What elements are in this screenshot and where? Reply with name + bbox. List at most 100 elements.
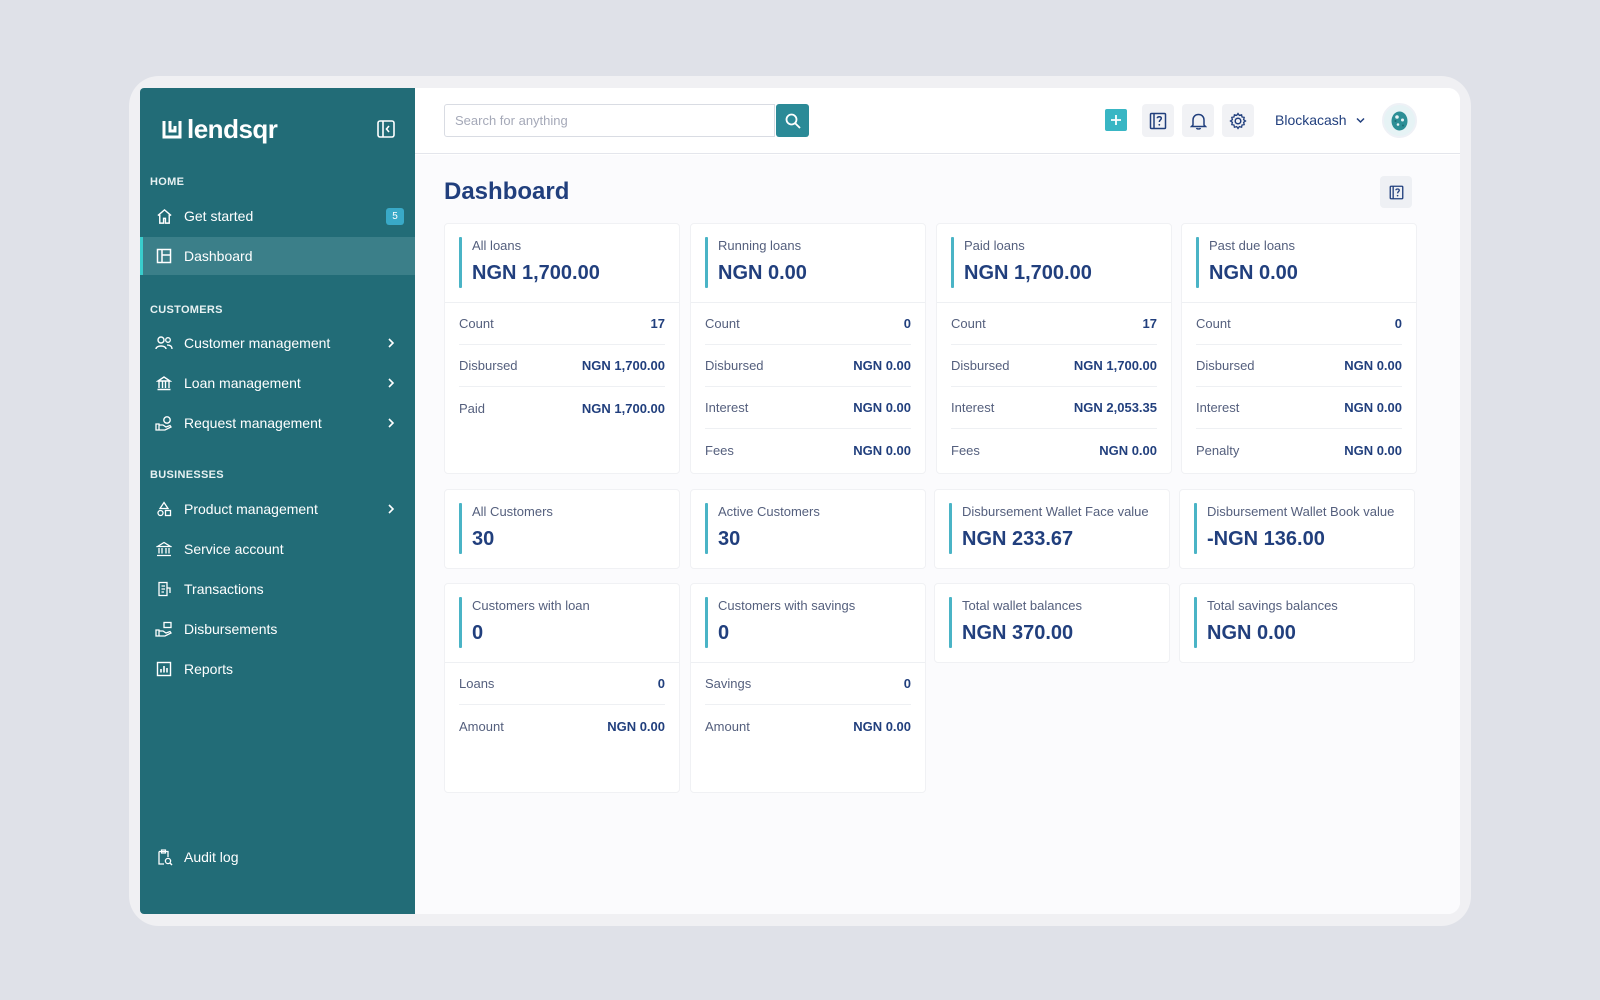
stat-row: Interest NGN 0.00 [1196,387,1402,429]
stat-label: Interest [705,400,749,415]
stat-value: NGN 0.00 [607,718,665,734]
stat-label: Loans [459,676,495,691]
stat-value: 0 [657,676,665,691]
brand-logo[interactable]: lendsqr [161,114,278,145]
sidebar-item-customer-management[interactable]: Customer management [140,324,415,362]
card-label: Running loans [718,238,802,253]
sidebar-item-disbursements[interactable]: Disbursements [140,610,415,648]
stat-label: Disbursed [1196,358,1255,373]
stat-value: NGN 0.00 [853,358,911,373]
stat-row: Loans 0 [459,663,665,705]
settings-button[interactable] [1222,104,1254,137]
sidebar-item-label: Service account [184,541,284,557]
home-icon [155,207,173,225]
collapse-sidebar-icon[interactable] [376,119,396,139]
stat-value: NGN 0.00 [1344,400,1402,415]
main-content: Dashboard All loans NGN 1,700.00 Count 17… [415,155,1460,914]
sidebar-item-label: Request management [184,415,322,431]
card-total-savings-balances: Total savings balances NGN 0.00 [1179,583,1415,663]
search-button[interactable] [776,104,809,137]
page-title: Dashboard [444,178,570,205]
card-label: All Customers [472,504,553,519]
stat-row: Disbursed NGN 1,700.00 [459,345,665,387]
stat-value: NGN 2,053.35 [1073,400,1157,415]
sidebar-item-label: Audit log [184,849,239,865]
card-label: Disbursement Wallet Book value [1207,504,1395,519]
stat-row: Fees NGN 0.00 [705,429,911,471]
audit-icon [155,848,173,866]
card-value: NGN 0.00 [1207,622,1296,644]
stat-value: 17 [650,316,665,331]
dashboard-icon [155,247,173,265]
stat-row: Savings 0 [705,663,911,705]
stat-value: 0 [1394,316,1402,331]
brand-name: lendsqr [187,114,278,144]
search-input[interactable] [444,104,775,137]
card-customers-with-savings: Customers with savings 0 Savings 0 Amount… [690,583,926,793]
stat-row: Count 17 [951,303,1157,345]
loan-icon [155,374,173,392]
user-menu[interactable]: Blockacash [1275,112,1366,128]
stat-row: Amount NGN 0.00 [459,705,665,747]
stat-label: Paid [459,400,486,416]
stat-row: Amount NGN 0.00 [705,705,911,747]
sidebar-item-reports[interactable]: Reports [140,650,415,688]
request-icon [155,414,173,432]
card-value: 0 [718,622,730,644]
disbursements-icon [155,620,173,638]
stat-label: Disbursed [951,358,1010,373]
bank-icon [155,540,173,558]
stat-label: Disbursed [705,358,764,373]
stat-value: NGN 0.00 [1344,442,1402,458]
card-label: Disbursement Wallet Face value [962,504,1149,519]
stat-value: NGN 1,700.00 [581,400,665,416]
chevron-down-icon [1356,117,1365,123]
sidebar-item-product-management[interactable]: Product management [140,490,415,528]
card-label: Total wallet balances [962,598,1082,613]
stat-label: Fees [951,442,980,458]
stat-row: Count 17 [459,303,665,345]
sidebar-item-dashboard[interactable]: Dashboard [140,237,415,275]
sidebar-item-service-account[interactable]: Service account [140,530,415,568]
chevron-right-icon [388,504,395,514]
card-value: 0 [472,622,484,644]
stat-label: Interest [1196,400,1240,415]
help-book-icon [1149,112,1167,129]
transactions-icon [155,580,173,598]
card-active-customers: Active Customers 30 [690,489,926,569]
stat-value: NGN 0.00 [853,718,911,734]
stat-row: Paid NGN 1,700.00 [459,387,665,429]
stat-row: Disbursed NGN 0.00 [1196,345,1402,387]
notifications-button[interactable] [1182,104,1214,137]
add-button[interactable] [1105,109,1127,131]
card-customers-with-loan: Customers with loan 0 Loans 0 Amount NGN 0… [444,583,680,793]
stat-label: Count [459,316,494,331]
card-value: NGN 0.00 [718,262,807,284]
sidebar-item-loan-management[interactable]: Loan management [140,364,415,402]
card-value: 30 [718,528,741,550]
help-docs-button[interactable] [1142,104,1174,137]
stat-value: NGN 1,700.00 [581,358,665,373]
stat-label: Count [705,316,740,331]
section-customers: CUSTOMERS [150,304,223,316]
card-past-due-loans: Past due loans NGN 0.00 Count 0 Disbursed… [1181,223,1417,474]
avatar[interactable] [1382,103,1417,138]
sidebar: lendsqr HOME Get started 5 Dashboard CUS… [140,88,415,914]
sidebar-item-get-started[interactable]: Get started 5 [140,197,415,235]
chevron-right-icon [388,338,395,348]
page-help-button[interactable] [1380,176,1412,208]
sidebar-item-label: Get started [184,208,254,224]
card-label: Customers with savings [718,598,856,613]
plus-icon [1111,115,1121,125]
avatar-image [1391,111,1408,131]
card-all-loans: All loans NGN 1,700.00 Count 17 Disbursed… [444,223,680,474]
stat-label: Penalty [1196,442,1240,458]
sidebar-item-audit-log[interactable]: Audit log [140,838,415,876]
sidebar-item-transactions[interactable]: Transactions [140,570,415,608]
sidebar-item-label: Dashboard [184,248,253,264]
stat-value: NGN 0.00 [853,442,911,458]
card-label: Paid loans [964,238,1025,253]
stat-label: Interest [951,400,995,415]
sidebar-item-request-management[interactable]: Request management [140,404,415,442]
stat-value: NGN 0.00 [853,400,911,415]
